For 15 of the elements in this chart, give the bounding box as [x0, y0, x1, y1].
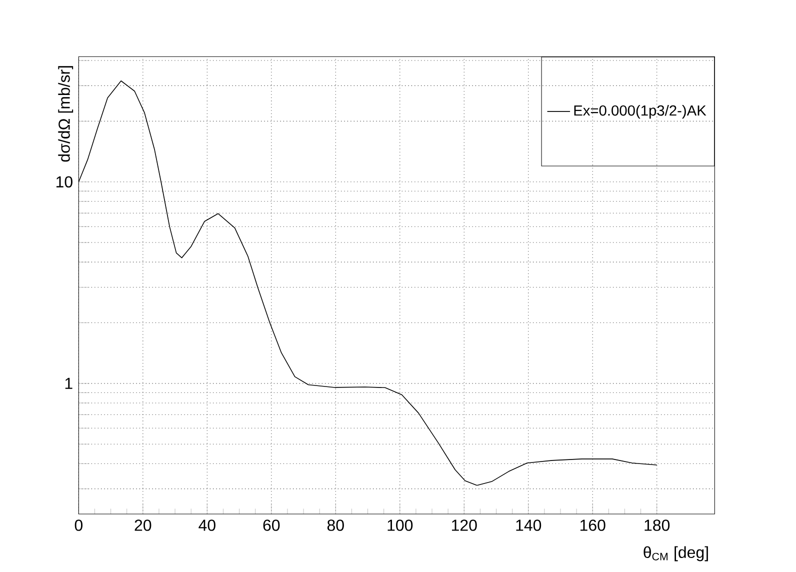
x-axis-title: θ$_{CM}$ [deg] — [644, 546, 708, 562]
x-tick-label: 180 — [644, 520, 670, 531]
x-tick-label: 100 — [388, 520, 413, 531]
x-tick-label: 160 — [580, 520, 606, 531]
x-tick-label: 40 — [198, 520, 216, 531]
y-tick-label: 10 — [56, 176, 72, 188]
y-axis-title: dσ/dΩ [mb/sr] — [58, 66, 74, 162]
y-tick-label: 1 — [65, 378, 72, 389]
x-tick-label: 80 — [327, 520, 344, 531]
x-tick-label: 0 — [74, 520, 82, 531]
x-tick-label: 120 — [452, 520, 477, 531]
x-tick-label: 60 — [263, 520, 280, 531]
x-tick-label: 20 — [134, 520, 152, 531]
x-tick-label: 140 — [516, 520, 542, 531]
legend-label: Ex=0.000(1p3/2-)AK — [574, 104, 706, 119]
